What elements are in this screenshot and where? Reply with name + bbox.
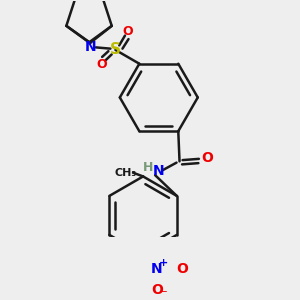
- Text: N: N: [152, 164, 164, 178]
- Text: O: O: [96, 58, 107, 71]
- Text: ⁻: ⁻: [160, 288, 167, 300]
- Text: CH₃: CH₃: [114, 168, 136, 178]
- Text: H: H: [143, 161, 153, 174]
- Text: N: N: [151, 262, 163, 276]
- Text: N: N: [85, 40, 96, 54]
- Text: O: O: [123, 25, 133, 38]
- Text: +: +: [159, 258, 168, 268]
- Text: S: S: [110, 42, 121, 57]
- Text: O: O: [151, 283, 163, 297]
- Text: O: O: [201, 151, 213, 165]
- Text: O: O: [176, 262, 188, 276]
